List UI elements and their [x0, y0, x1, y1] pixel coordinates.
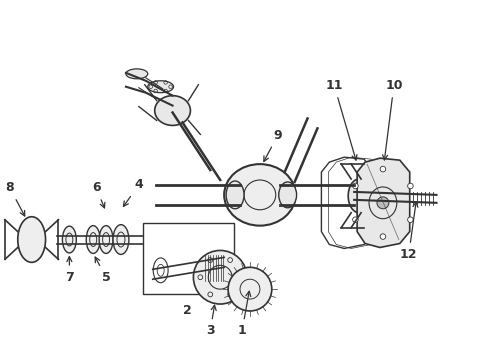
- Circle shape: [353, 183, 358, 189]
- Ellipse shape: [155, 96, 191, 125]
- Ellipse shape: [99, 226, 113, 253]
- Text: 11: 11: [325, 79, 357, 160]
- Text: 8: 8: [5, 181, 25, 216]
- Ellipse shape: [279, 182, 296, 208]
- Ellipse shape: [226, 181, 244, 209]
- Circle shape: [380, 234, 386, 239]
- Text: 2: 2: [183, 305, 192, 318]
- Polygon shape: [357, 158, 410, 247]
- Text: 7: 7: [65, 257, 74, 284]
- Text: 4: 4: [123, 179, 143, 206]
- Ellipse shape: [348, 179, 370, 213]
- Ellipse shape: [62, 226, 76, 253]
- Circle shape: [353, 217, 358, 222]
- Bar: [143, 223, 234, 294]
- Ellipse shape: [224, 164, 295, 226]
- Text: 1: 1: [238, 291, 251, 337]
- Circle shape: [194, 251, 247, 304]
- Circle shape: [408, 183, 413, 189]
- Text: 12: 12: [400, 202, 418, 261]
- Text: 10: 10: [383, 79, 403, 160]
- Circle shape: [408, 217, 413, 222]
- Ellipse shape: [86, 226, 100, 253]
- Ellipse shape: [113, 225, 129, 255]
- Circle shape: [380, 166, 386, 172]
- Ellipse shape: [148, 81, 173, 93]
- Circle shape: [228, 267, 272, 311]
- Text: 9: 9: [264, 129, 282, 161]
- Ellipse shape: [377, 197, 389, 209]
- Ellipse shape: [18, 217, 46, 262]
- Text: 3: 3: [206, 305, 216, 337]
- Ellipse shape: [126, 69, 148, 79]
- Text: 6: 6: [92, 181, 105, 208]
- Text: 5: 5: [95, 257, 110, 284]
